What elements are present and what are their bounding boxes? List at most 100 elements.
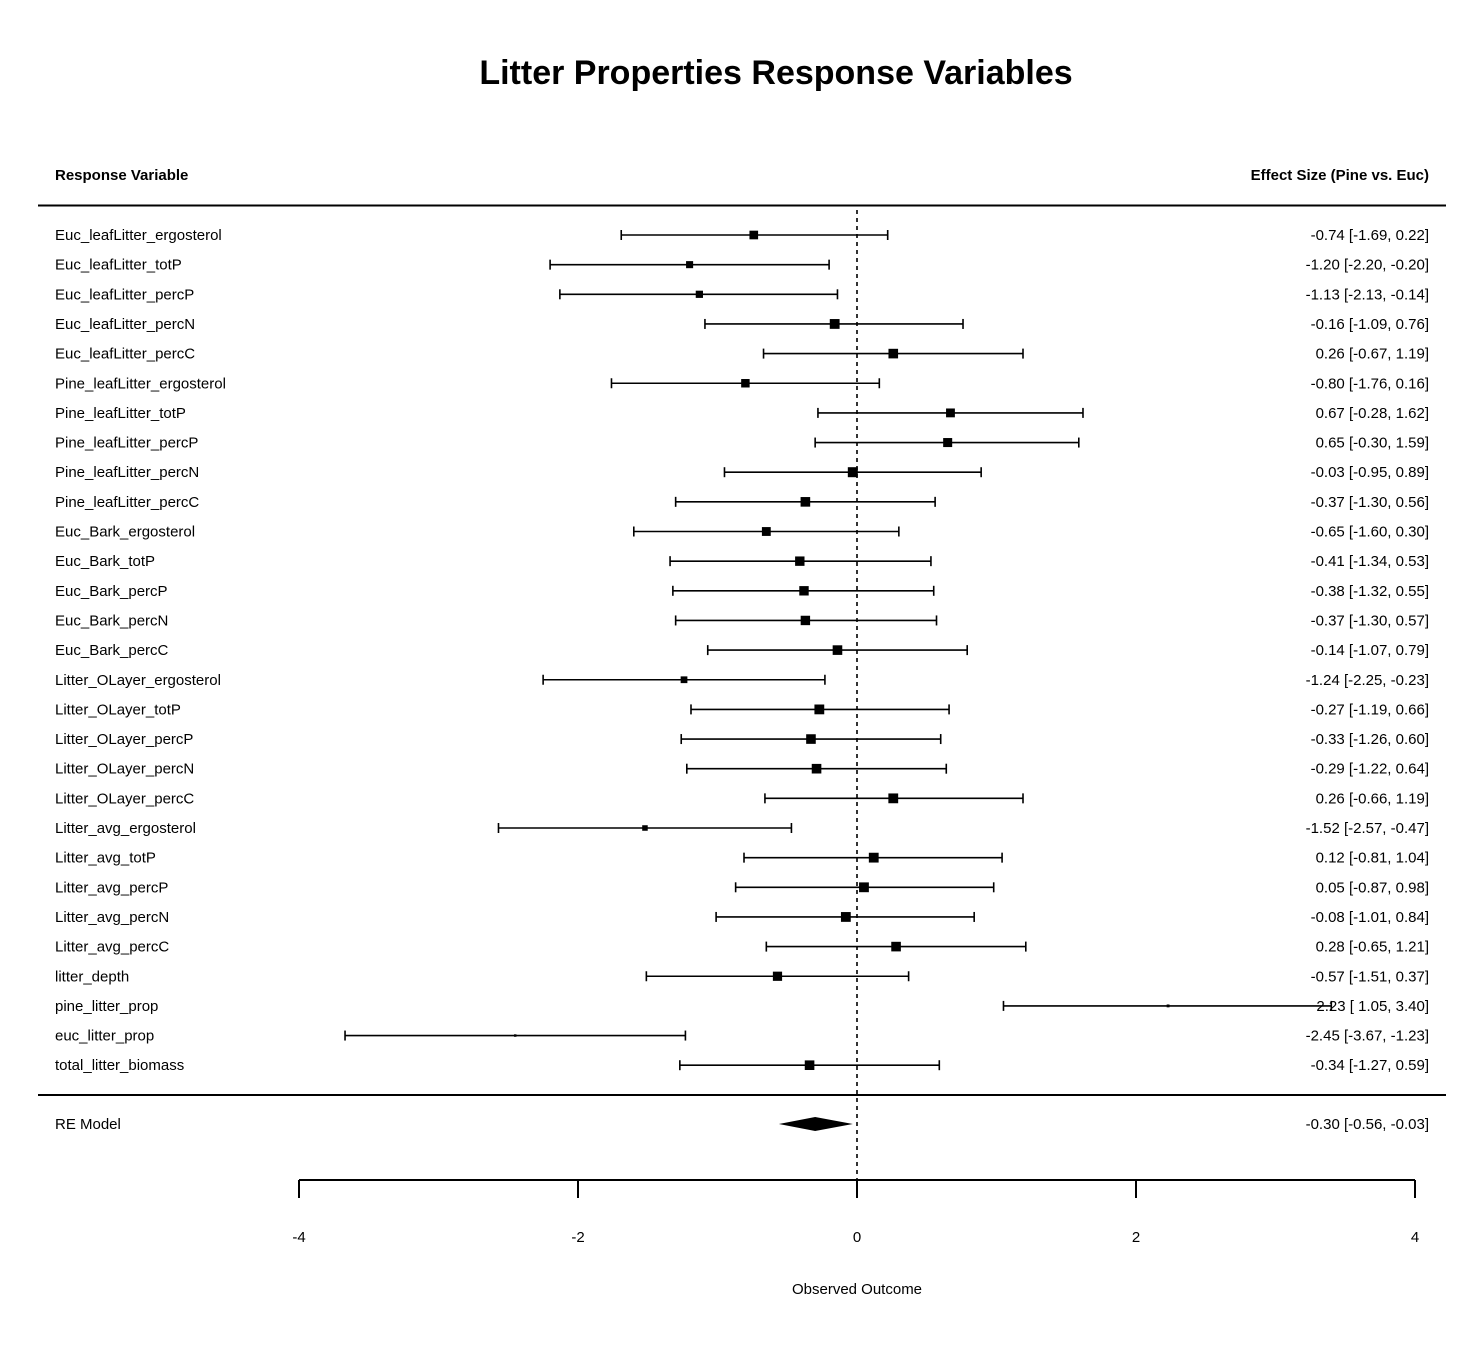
point-estimate xyxy=(946,408,955,418)
row-label: Pine_leafLitter_percP xyxy=(55,435,198,452)
study-row: Pine_leafLitter_totP 0.67 [-0.28, 1.62] xyxy=(55,405,1429,422)
row-ci-text: -0.29 [-1.22, 0.64] xyxy=(1311,761,1429,778)
row-label: Litter_OLayer_percN xyxy=(55,761,194,778)
point-estimate xyxy=(832,645,843,655)
row-ci-text: 0.12 [-0.81, 1.04] xyxy=(1316,850,1429,867)
point-estimate xyxy=(1166,1004,1170,1008)
x-tick-label: -2 xyxy=(571,1229,584,1246)
row-ci-text: 0.65 [-0.30, 1.59] xyxy=(1316,435,1429,452)
row-ci-text: -2.45 [-3.67, -1.23] xyxy=(1306,1028,1429,1045)
point-estimate xyxy=(642,825,648,831)
row-ci-text: -1.20 [-2.20, -0.20] xyxy=(1306,257,1429,274)
row-ci-text: -0.16 [-1.09, 0.76] xyxy=(1311,316,1429,333)
row-ci-text: -0.14 [-1.07, 0.79] xyxy=(1311,642,1429,659)
study-row: total_litter_biomass -0.34 [-1.27, 0.59] xyxy=(55,1057,1429,1074)
row-label: Euc_leafLitter_percN xyxy=(55,316,195,333)
chart-title: Litter Properties Response Variables xyxy=(479,54,1072,92)
point-estimate xyxy=(800,497,811,507)
row-ci-text: -0.37 [-1.30, 0.57] xyxy=(1311,612,1429,629)
row-label: Litter_OLayer_percC xyxy=(55,790,194,807)
row-label: Pine_leafLitter_totP xyxy=(55,405,186,422)
summary-diamond xyxy=(778,1117,853,1131)
point-estimate xyxy=(840,912,851,922)
row-label: Litter_OLayer_percP xyxy=(55,731,193,748)
point-estimate xyxy=(806,734,816,744)
study-row: Litter_avg_percP 0.05 [-0.87, 0.98] xyxy=(55,879,1429,896)
row-ci-text: -0.34 [-1.27, 0.59] xyxy=(1311,1057,1429,1074)
point-estimate xyxy=(814,704,825,715)
point-estimate xyxy=(888,348,899,359)
point-estimate xyxy=(847,467,858,478)
study-rows: Euc_leafLitter_ergosterol -0.74 [-1.69, 0… xyxy=(55,227,1429,1074)
study-row: Euc_leafLitter_percC 0.26 [-0.67, 1.19] xyxy=(55,346,1429,363)
row-ci-text: -1.13 [-2.13, -0.14] xyxy=(1306,286,1429,303)
row-label: Euc_leafLitter_ergosterol xyxy=(55,227,222,244)
row-ci-text: -0.80 [-1.76, 0.16] xyxy=(1311,375,1429,392)
row-label: Euc_leafLitter_percC xyxy=(55,346,195,363)
point-estimate xyxy=(943,438,953,448)
point-estimate xyxy=(829,319,840,329)
row-label: Euc_Bark_percN xyxy=(55,612,168,629)
row-ci-text: -1.52 [-2.57, -0.47] xyxy=(1306,820,1429,837)
study-row: Euc_Bark_totP -0.41 [-1.34, 0.53] xyxy=(55,553,1429,570)
study-row: Euc_Bark_ergosterol -0.65 [-1.60, 0.30] xyxy=(55,524,1429,541)
study-row: Pine_leafLitter_percN -0.03 [-0.95, 0.89] xyxy=(55,464,1429,481)
row-label: Litter_OLayer_ergosterol xyxy=(55,672,221,689)
row-label: Pine_leafLitter_percN xyxy=(55,464,199,481)
row-ci-text: 0.26 [-0.67, 1.19] xyxy=(1316,346,1429,363)
summary-label: RE Model xyxy=(55,1116,121,1133)
study-row: Euc_leafLitter_percN -0.16 [-1.09, 0.76] xyxy=(55,316,1429,333)
point-estimate xyxy=(868,852,879,863)
study-row: Litter_avg_totP 0.12 [-0.81, 1.04] xyxy=(55,850,1429,867)
study-row: Euc_Bark_percP -0.38 [-1.32, 0.55] xyxy=(55,583,1429,600)
row-ci-text: -0.74 [-1.69, 0.22] xyxy=(1311,227,1429,244)
row-label: Pine_leafLitter_percC xyxy=(55,494,199,511)
study-row: Euc_leafLitter_percP -1.13 [-2.13, -0.14] xyxy=(55,286,1429,303)
study-row: Litter_avg_ergosterol -1.52 [-2.57, -0.47… xyxy=(55,820,1429,837)
row-label: Litter_avg_totP xyxy=(55,850,156,867)
point-estimate xyxy=(749,230,759,240)
point-estimate xyxy=(888,793,899,804)
summary-ci-text: -0.30 [-0.56, -0.03] xyxy=(1306,1116,1429,1133)
row-ci-text: 0.05 [-0.87, 0.98] xyxy=(1316,879,1429,896)
study-row: Euc_Bark_percN -0.37 [-1.30, 0.57] xyxy=(55,612,1429,629)
row-ci-text: -0.57 [-1.51, 0.37] xyxy=(1311,968,1429,985)
study-row: Euc_leafLitter_totP -1.20 [-2.20, -0.20] xyxy=(55,257,1429,274)
study-row: Pine_leafLitter_percP 0.65 [-0.30, 1.59] xyxy=(55,435,1429,452)
point-estimate xyxy=(695,290,703,298)
row-ci-text: 0.28 [-0.65, 1.21] xyxy=(1316,939,1429,956)
row-ci-text: 2.23 [ 1.05, 3.40] xyxy=(1316,998,1429,1015)
row-label: Litter_avg_percP xyxy=(55,879,168,896)
x-tick-label: -4 xyxy=(292,1229,305,1246)
row-ci-text: -0.03 [-0.95, 0.89] xyxy=(1311,464,1429,481)
row-ci-text: -0.41 [-1.34, 0.53] xyxy=(1311,553,1429,570)
study-row: Euc_Bark_percC -0.14 [-1.07, 0.79] xyxy=(55,642,1429,659)
row-label: litter_depth xyxy=(55,968,129,985)
row-label: Pine_leafLitter_ergosterol xyxy=(55,375,226,392)
row-ci-text: -0.33 [-1.26, 0.60] xyxy=(1311,731,1429,748)
study-row: euc_litter_prop -2.45 [-3.67, -1.23] xyxy=(55,1028,1429,1045)
study-row: Pine_leafLitter_ergosterol -0.80 [-1.76, … xyxy=(55,375,1429,392)
point-estimate xyxy=(513,1034,517,1037)
study-row: Litter_OLayer_totP -0.27 [-1.19, 0.66] xyxy=(55,701,1429,718)
row-ci-text: 0.67 [-0.28, 1.62] xyxy=(1316,405,1429,422)
row-label: total_litter_biomass xyxy=(55,1057,184,1074)
row-label: Litter_avg_percN xyxy=(55,909,169,926)
point-estimate xyxy=(891,941,901,952)
row-label: Litter_avg_ergosterol xyxy=(55,820,196,837)
x-axis-label: Observed Outcome xyxy=(792,1281,922,1298)
study-row: Pine_leafLitter_percC -0.37 [-1.30, 0.56] xyxy=(55,494,1429,511)
x-tick-label: 4 xyxy=(1411,1229,1419,1246)
study-row: Euc_leafLitter_ergosterol -0.74 [-1.69, 0… xyxy=(55,227,1429,244)
summary-row: RE Model -0.30 [-0.56, -0.03] xyxy=(55,1116,1429,1133)
row-label: Euc_leafLitter_percP xyxy=(55,286,194,303)
point-estimate xyxy=(772,971,783,981)
row-ci-text: -0.27 [-1.19, 0.66] xyxy=(1311,701,1429,718)
point-estimate xyxy=(859,882,869,893)
row-label: Euc_leafLitter_totP xyxy=(55,257,182,274)
row-label: Litter_OLayer_totP xyxy=(55,701,181,718)
study-row: Litter_OLayer_ergosterol -1.24 [-2.25, -0… xyxy=(55,672,1429,689)
point-estimate xyxy=(799,586,809,596)
row-ci-text: -0.08 [-1.01, 0.84] xyxy=(1311,909,1429,926)
